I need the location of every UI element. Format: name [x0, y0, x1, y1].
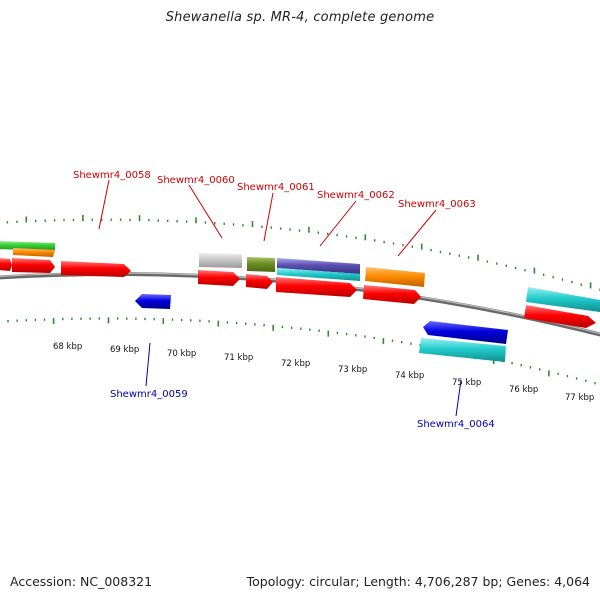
scale-label: 69 kbp [110, 345, 139, 355]
feature-orange [365, 267, 425, 287]
gene-label-shewmr4-0061[interactable]: Shewmr4_0061 [237, 182, 315, 193]
feature-cyan [526, 287, 600, 312]
leader-line [263, 192, 274, 242]
scale-label: 74 kbp [395, 371, 424, 381]
feature-gray [199, 253, 242, 268]
scale-label: 73 kbp [338, 365, 367, 375]
feature-slate [277, 258, 360, 274]
scale-labels: 68 kbp 69 kbp 70 kbp 71 kbp 72 kbp 73 kbp 74 k… [53, 342, 594, 403]
gene-label-shewmr4-0059[interactable]: Shewmr4_0059 [110, 389, 188, 400]
leader-line [319, 200, 357, 247]
scale-label: 72 kbp [281, 359, 310, 369]
feature-olive [247, 257, 275, 272]
genome-summary-text: Topology: circular; Length: 4,706,287 bp… [246, 574, 590, 589]
feature-red-arrow [12, 258, 55, 273]
leader-line [397, 209, 437, 257]
scale-label: 77 kbp [565, 393, 594, 403]
feature-blue-arrow [423, 321, 508, 344]
leader-line [455, 379, 462, 417]
gene-label-shewmr4-0060[interactable]: Shewmr4_0060 [157, 175, 235, 186]
gene-label-shewmr4-0058[interactable]: Shewmr4_0058 [73, 170, 151, 181]
outer-tick-ring [6, 215, 600, 291]
feature-track [0, 241, 600, 362]
feature-red-arrow [61, 261, 131, 277]
leader-line [145, 342, 151, 387]
scale-label: 71 kbp [224, 353, 253, 363]
accession-text: Accession: NC_008321 [10, 574, 153, 589]
gene-label-shewmr4-0064[interactable]: Shewmr4_0064 [417, 419, 495, 430]
map-title: Shewanella sp. MR-4, complete genome [165, 10, 435, 25]
scale-label: 70 kbp [167, 349, 196, 359]
gene-label-shewmr4-0063[interactable]: Shewmr4_0063 [398, 199, 476, 210]
feature-orange [13, 248, 55, 257]
gene-label-shewmr4-0062[interactable]: Shewmr4_0062 [317, 190, 395, 201]
bottom-gene-leaders [145, 342, 462, 417]
feature-cyan [419, 338, 506, 362]
scale-label: 75 kbp [452, 378, 481, 388]
feature-red-arrow [276, 277, 357, 297]
feature-red-arrow [524, 305, 596, 328]
feature-red-arrow [0, 258, 12, 271]
feature-red-arrow [198, 270, 240, 286]
leader-line [188, 184, 223, 239]
top-gene-leaders [98, 179, 437, 257]
scale-label: 68 kbp [53, 342, 82, 352]
feature-blue-arrow [135, 294, 171, 309]
feature-red-arrow [246, 274, 273, 289]
leader-line [98, 179, 110, 230]
feature-red-arrow [363, 285, 421, 304]
inner-tick-ring [7, 317, 596, 385]
feature-cyan [277, 268, 360, 281]
scale-label: 76 kbp [509, 385, 538, 395]
